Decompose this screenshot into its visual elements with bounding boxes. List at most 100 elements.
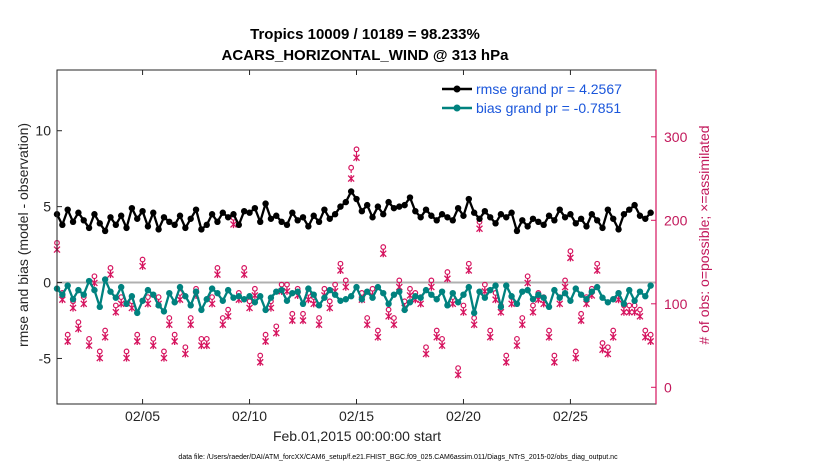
- rmse-point: [107, 214, 114, 221]
- obs-assimilated-point: [385, 312, 393, 320]
- rmse-point: [342, 198, 350, 206]
- bias-point: [128, 293, 136, 300]
- rmse-point: [497, 211, 505, 218]
- obs-assimilated-point: [251, 291, 259, 300]
- obs-assimilated-point: [144, 300, 152, 308]
- bias-point: [433, 296, 440, 303]
- obs-assimilated-point: [433, 333, 441, 341]
- obs-assimilated-point: [219, 321, 227, 329]
- obs-assimilated-point: [572, 354, 580, 362]
- rmse-point: [128, 204, 136, 212]
- rmse-point: [123, 224, 130, 232]
- bias-point: [610, 296, 617, 303]
- obs-assimilated-point: [609, 333, 617, 341]
- obs-assimilated-point: [460, 308, 467, 316]
- y-right-tick-label: 300: [664, 129, 688, 145]
- bias-point: [64, 282, 71, 289]
- rmse-point: [385, 198, 392, 206]
- obs-assimilated-point: [74, 325, 82, 333]
- bias-point: [449, 289, 456, 297]
- bias-point: [604, 299, 612, 306]
- bias-point: [192, 288, 200, 295]
- rmse-point: [535, 218, 542, 226]
- rmse-point: [444, 214, 451, 221]
- rmse-point: [85, 224, 93, 232]
- obs-possible-point: [604, 344, 611, 351]
- bias-series-line: [56, 278, 652, 315]
- obs-assimilated-point: [246, 304, 253, 312]
- y-right-axis-label: # of obs: o=possible; ×=assimilated: [696, 125, 712, 344]
- obs-possible-point: [251, 285, 258, 292]
- bias-point: [69, 296, 77, 303]
- obs-assimilated-point: [224, 312, 232, 320]
- rmse-point: [347, 188, 355, 195]
- bias-point: [556, 294, 563, 301]
- bias-point: [390, 291, 398, 298]
- rmse-point: [513, 227, 521, 235]
- y-tick-label: 5: [43, 199, 51, 215]
- obs-assimilated-point: [486, 333, 494, 341]
- bias-point: [219, 297, 226, 304]
- x-tick-label: 02/05: [125, 408, 160, 424]
- obs-possible-point: [455, 365, 462, 372]
- obs-assimilated-point: [197, 341, 205, 350]
- obs-possible-point: [241, 265, 248, 271]
- bias-point: [321, 294, 328, 301]
- obs-possible-point: [64, 331, 71, 338]
- rmse-point: [503, 214, 510, 221]
- bias-point: [208, 285, 216, 292]
- rmse-point: [604, 206, 612, 213]
- bias-point: [519, 288, 526, 295]
- rmse-point: [588, 211, 596, 218]
- bias-point: [588, 288, 596, 295]
- bias-point: [422, 286, 430, 294]
- bias-point: [342, 296, 350, 303]
- obs-possible-point: [348, 164, 355, 171]
- obs-possible-point: [572, 348, 579, 355]
- y-right-tick-label: 100: [664, 296, 688, 312]
- obs-assimilated-point: [513, 341, 521, 350]
- rmse-point: [144, 223, 152, 230]
- obs-possible-point: [369, 285, 376, 292]
- bias-point: [583, 296, 590, 303]
- y-axis-label: rmse and bias (model - observation): [15, 123, 31, 347]
- rmse-point: [519, 217, 526, 224]
- bias-point: [85, 277, 93, 285]
- obs-possible-point: [647, 331, 654, 338]
- bias-point: [545, 303, 553, 311]
- obs-possible-point: [316, 315, 322, 321]
- rmse-point: [69, 218, 77, 226]
- bias-point: [171, 299, 178, 306]
- obs-assimilated-point: [545, 333, 553, 341]
- bias-point: [273, 288, 280, 295]
- bias-point: [310, 291, 317, 298]
- rmse-point: [80, 217, 87, 224]
- rmse-point: [636, 212, 644, 219]
- rmse-series-line: [55, 190, 652, 233]
- bias-point: [363, 288, 371, 295]
- legend-background: [448, 76, 654, 122]
- bias-point: [289, 289, 296, 297]
- rmse-point: [305, 223, 312, 230]
- rmse-point: [438, 211, 446, 218]
- rmse-point: [551, 217, 558, 224]
- rmse-point: [599, 224, 606, 232]
- rmse-point: [492, 220, 499, 227]
- legend-rmse-marker: [453, 85, 461, 93]
- obs-assimilated-point: [406, 291, 414, 300]
- x-tick-label: 02/25: [553, 408, 588, 424]
- obs-possible-point: [626, 302, 633, 309]
- rmse-point: [647, 209, 654, 216]
- chart-title-line2: ACARS_HORIZONTAL_WIND @ 313 hPa: [222, 47, 510, 64]
- rmse-point: [112, 221, 120, 229]
- rmse-point: [289, 209, 296, 216]
- axes-layer: 02/05 02/10 02/15 02/20 02/25-50510010020030…: [35, 69, 688, 424]
- bias-point: [91, 286, 98, 294]
- obs-possible-point: [524, 273, 531, 280]
- obs-possible-point: [503, 352, 510, 359]
- bias-point: [315, 302, 323, 309]
- rmse-point: [401, 201, 408, 209]
- bias-point: [599, 294, 606, 301]
- bias-point: [353, 283, 360, 291]
- obs-assimilated-point: [636, 312, 644, 320]
